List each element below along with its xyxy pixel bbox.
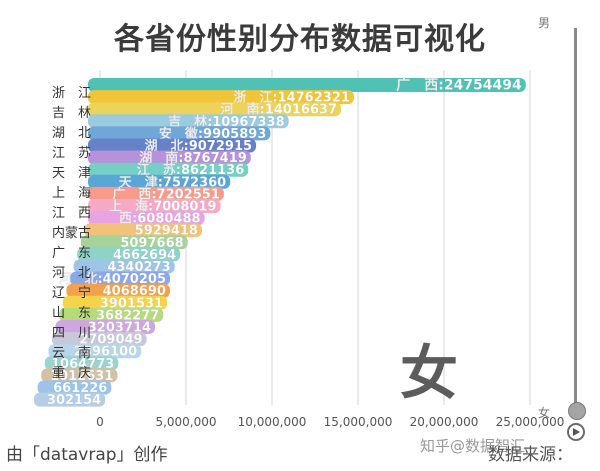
category-label: 山 东 bbox=[52, 306, 91, 321]
legend-male: 男 bbox=[538, 16, 551, 30]
x-tick-label: 15,000,000 bbox=[324, 415, 393, 429]
bar-value-label: 湖 北:9072915 bbox=[145, 139, 253, 154]
bar-value-label: 5929418 bbox=[135, 224, 198, 239]
bar-value-label: 4340273 bbox=[107, 260, 170, 275]
bar bbox=[52, 332, 147, 347]
bar-value-label: 1064773 bbox=[51, 357, 114, 372]
bar-value-label: 661226 bbox=[53, 381, 107, 396]
x-tick-label: 0 bbox=[96, 415, 104, 429]
bar-value-label: 上 海:7008019 bbox=[109, 199, 217, 215]
category-label: 河 北 bbox=[52, 266, 91, 281]
bar bbox=[88, 138, 257, 153]
bar bbox=[37, 380, 112, 395]
bar bbox=[88, 211, 205, 226]
credit-text: 由「datavrap」创作 bbox=[6, 445, 168, 465]
x-axis-ticks: 0 5,000,000 10,000,000 15,000,000 20,000,000… bbox=[96, 415, 564, 429]
x-tick-label: 20,000,000 bbox=[410, 415, 479, 429]
category-label: 上 海 bbox=[52, 186, 91, 201]
category-label: 四 川 bbox=[52, 326, 91, 341]
category-label: 湖 北 bbox=[52, 126, 91, 141]
bar bbox=[88, 126, 271, 141]
bar bbox=[73, 259, 175, 274]
bar-value-label: 3901531 bbox=[100, 296, 163, 311]
play-button[interactable] bbox=[567, 423, 585, 441]
timeline-handle[interactable] bbox=[568, 402, 586, 420]
category-label: 云 南 bbox=[52, 345, 91, 361]
bar-value-label: 湖 南:8767419 bbox=[139, 150, 247, 166]
x-tick-label: 10,000,000 bbox=[238, 415, 307, 429]
bar-value-label: 天 津:7572360 bbox=[119, 174, 227, 190]
bar bbox=[59, 307, 164, 322]
watermark-text: 知乎@数据智汇 bbox=[420, 437, 526, 455]
bar-value-label: 广 西:7202551 bbox=[112, 186, 220, 202]
bar bbox=[77, 247, 181, 262]
category-label: 重 庆 bbox=[52, 365, 91, 381]
bar bbox=[88, 102, 342, 117]
bar bbox=[88, 150, 251, 165]
bar bbox=[70, 271, 171, 286]
category-label: 辽 宁 bbox=[52, 285, 91, 301]
bar bbox=[88, 199, 221, 213]
bar bbox=[88, 78, 526, 92]
bar-value-label: 广 西:24754494 bbox=[396, 77, 522, 94]
bar bbox=[88, 90, 354, 105]
bar-value-label: 2709049 bbox=[79, 333, 142, 348]
play-icon bbox=[573, 428, 580, 436]
x-tick-label: 25,000,000 bbox=[496, 415, 565, 429]
bar-value-label: 浙 江:14762321 bbox=[233, 90, 350, 106]
bar-value-label: 安 徽:9905893 bbox=[159, 126, 267, 142]
bar bbox=[34, 392, 106, 407]
bar-value-label: 江 苏:8621136 bbox=[137, 162, 245, 178]
bar-value-label: 3682277 bbox=[96, 308, 159, 323]
legend-female: 女 bbox=[538, 406, 551, 420]
x-tick-label: 5,000,000 bbox=[155, 415, 216, 429]
category-label: 吉 林 bbox=[52, 106, 91, 121]
bar-value-label: 5097668 bbox=[120, 236, 183, 251]
chart-title: 各省份性别分布数据可视化 bbox=[114, 22, 486, 57]
bar-value-label: 4662694 bbox=[113, 248, 176, 263]
bar bbox=[44, 356, 119, 371]
bar bbox=[41, 368, 118, 383]
data-source-label: 数据来源： bbox=[488, 445, 573, 465]
timeline-track[interactable] bbox=[574, 28, 577, 412]
bar-value-label: 河 北:4070205 bbox=[58, 271, 166, 287]
category-label: 内蒙古 bbox=[52, 225, 91, 241]
bar-value-label: 302154 bbox=[47, 393, 101, 408]
category-label: 天 津 bbox=[52, 166, 91, 181]
bar-value-label: 西:6080488 bbox=[119, 212, 201, 227]
category-label: 浙 江 bbox=[52, 86, 91, 101]
bar-value-label: 1012631 bbox=[50, 369, 113, 384]
bar bbox=[88, 162, 249, 177]
bar bbox=[88, 174, 231, 189]
category-label: 江 苏 bbox=[52, 145, 91, 161]
bar bbox=[55, 320, 156, 334]
current-frame-label: 女 bbox=[400, 339, 459, 407]
bar-value-label: 吉 林:10967338 bbox=[168, 114, 285, 130]
bar bbox=[62, 295, 168, 310]
bar-value-label: 3203714 bbox=[88, 321, 151, 336]
bar-value-label: 河 南:14016637 bbox=[221, 102, 338, 118]
bar bbox=[66, 283, 170, 298]
bar-value-label: 2396100 bbox=[74, 345, 137, 360]
bar bbox=[80, 235, 188, 250]
bar bbox=[48, 344, 142, 359]
bar bbox=[88, 186, 224, 201]
bar-value-label: 4068690 bbox=[103, 284, 166, 299]
bar bbox=[88, 114, 289, 129]
bar bbox=[84, 223, 202, 238]
category-label: 江 西 bbox=[52, 206, 91, 221]
category-label: 广 东 bbox=[52, 246, 91, 261]
